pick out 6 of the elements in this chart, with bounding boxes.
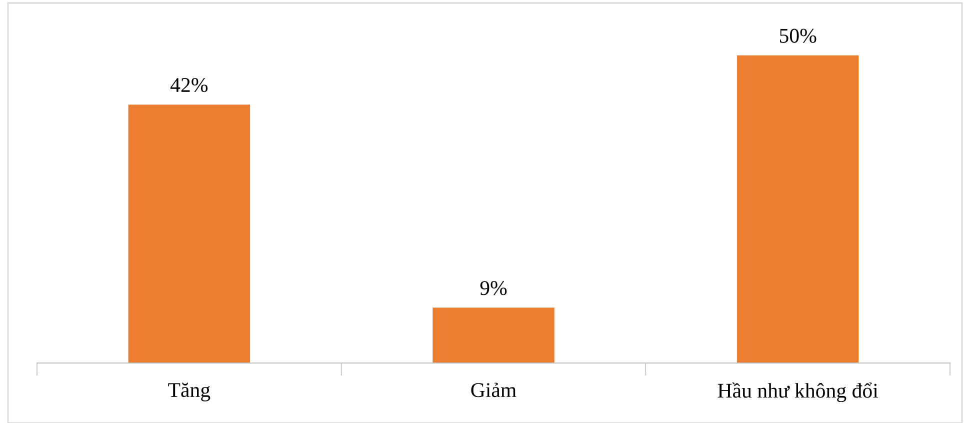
data-label: 9%: [480, 281, 507, 296]
x-tick-label: Tăng: [168, 382, 210, 402]
x-tick-label: Giảm: [471, 382, 516, 398]
x-tick-label: Hầu như không đổi: [718, 382, 878, 402]
data-label: 50%: [780, 28, 816, 43]
data-label: 42%: [170, 78, 208, 92]
